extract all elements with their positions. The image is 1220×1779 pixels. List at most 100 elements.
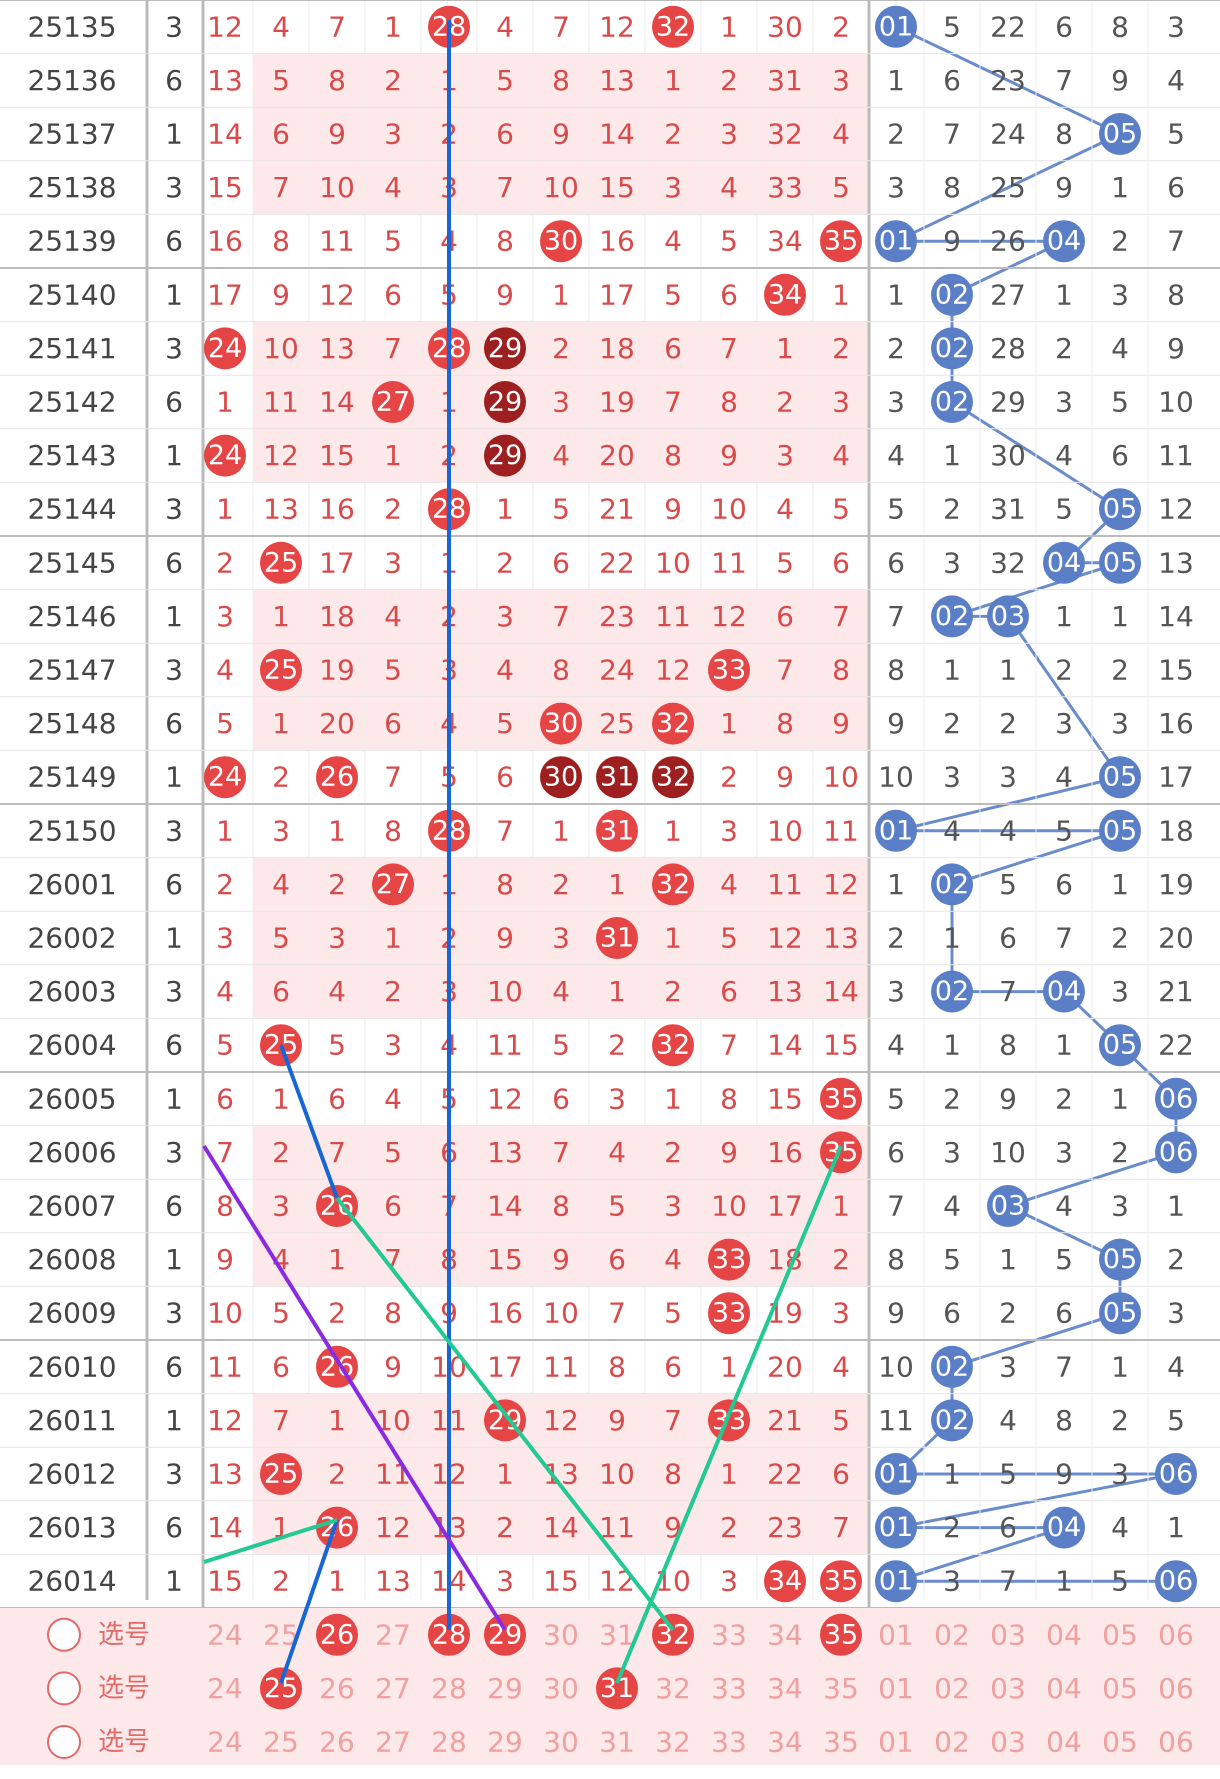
red-miss-number: 16 — [767, 1136, 803, 1169]
red-miss-number: 4 — [552, 439, 570, 472]
red-miss-number: 7 — [272, 1404, 290, 1437]
issue-number: 25145 — [27, 546, 116, 579]
red-ball-number: 27 — [376, 869, 410, 900]
issue-number: 26008 — [27, 1243, 116, 1276]
red-miss-number: 2 — [832, 10, 850, 43]
red-ball-icon — [708, 1292, 750, 1335]
red-miss-number: 12 — [207, 1404, 243, 1437]
blue-ball-number: 05 — [1103, 815, 1137, 846]
red-miss-number: 2 — [384, 493, 402, 526]
select-radio-icon[interactable] — [47, 1617, 81, 1652]
tail-number: 3 — [165, 332, 183, 365]
blue-miss-number: 7 — [1055, 64, 1073, 97]
red-miss-number: 2 — [664, 975, 682, 1008]
red-miss-number: 22 — [767, 1458, 803, 1491]
select-red-number: 34 — [767, 1726, 803, 1759]
red-miss-number: 2 — [496, 1511, 514, 1544]
red-miss-number: 11 — [543, 1350, 579, 1383]
selected-red-ball-icon[interactable] — [260, 1667, 302, 1710]
red-miss-number: 8 — [216, 1190, 234, 1223]
blue-miss-number: 8 — [1167, 278, 1185, 311]
red-miss-number: 7 — [272, 171, 290, 204]
tail-number: 1 — [165, 278, 183, 311]
red-ball-icon — [484, 1399, 526, 1442]
tail-number: 1 — [165, 1404, 183, 1437]
red-miss-number: 5 — [216, 1029, 234, 1062]
red-ball-number: 31 — [600, 923, 634, 954]
red-miss-number: 20 — [767, 1350, 803, 1383]
selected-red-ball-icon[interactable] — [652, 1613, 694, 1656]
blue-miss-number: 17 — [1158, 761, 1194, 794]
blue-ball-number: 01 — [879, 226, 913, 257]
selected-red-ball-icon[interactable] — [820, 1613, 862, 1656]
issue-number: 26011 — [27, 1404, 116, 1437]
blue-miss-number: 3 — [887, 171, 905, 204]
select-radio-icon[interactable] — [47, 1725, 81, 1759]
blue-miss-number: 8 — [1055, 1404, 1073, 1437]
red-ball-icon — [596, 756, 638, 799]
blue-ball-icon — [1043, 541, 1085, 584]
red-miss-number: 1 — [272, 1082, 290, 1115]
red-miss-number: 6 — [328, 1082, 346, 1115]
blue-miss-number: 9 — [887, 1297, 905, 1330]
blue-ball-icon — [931, 595, 973, 638]
blue-miss-number: 32 — [990, 546, 1026, 579]
red-ball-icon — [204, 327, 246, 370]
issue-number: 26013 — [27, 1511, 116, 1544]
blue-ball-number: 02 — [935, 279, 969, 310]
red-miss-number: 1 — [216, 386, 234, 419]
select-red-number: 28 — [431, 1672, 467, 1705]
red-ball-icon — [316, 1185, 358, 1227]
red-miss-number: 4 — [328, 975, 346, 1008]
red-miss-number: 15 — [207, 1565, 243, 1598]
red-ball-icon — [652, 863, 694, 906]
selected-red-ball-icon[interactable] — [484, 1613, 526, 1656]
issue-number: 25150 — [27, 814, 116, 847]
red-ball-icon — [372, 381, 414, 423]
blue-miss-number: 1 — [999, 654, 1017, 687]
red-miss-number: 2 — [272, 761, 290, 794]
blue-miss-number: 11 — [878, 1404, 914, 1437]
red-miss-number: 2 — [720, 761, 738, 794]
selected-red-ball-icon[interactable] — [316, 1613, 358, 1656]
tail-number: 6 — [165, 707, 183, 740]
selected-red-ball-icon[interactable] — [428, 1613, 470, 1656]
selected-red-ball-icon[interactable] — [596, 1667, 638, 1710]
red-ball-number: 24 — [208, 440, 242, 471]
red-miss-number: 2 — [552, 332, 570, 365]
red-miss-number: 7 — [720, 332, 738, 365]
red-miss-number: 32 — [767, 118, 803, 151]
red-miss-number: 12 — [655, 654, 691, 687]
red-miss-number: 3 — [720, 814, 738, 847]
red-ball-icon — [652, 702, 694, 745]
blue-miss-number: 7 — [1055, 922, 1073, 955]
red-miss-number: 11 — [207, 1350, 243, 1383]
blue-miss-number: 6 — [887, 546, 905, 579]
red-ball-icon — [540, 756, 582, 799]
trend-line-green — [335, 1196, 675, 1632]
red-ball-number: 35 — [824, 226, 858, 257]
blue-miss-number: 3 — [1111, 278, 1129, 311]
blue-miss-number: 4 — [1167, 1350, 1185, 1383]
red-miss-number: 6 — [776, 600, 794, 633]
red-miss-number: 5 — [384, 654, 402, 687]
blue-miss-number: 6 — [1055, 1297, 1073, 1330]
red-miss-number: 9 — [608, 1404, 626, 1437]
tail-number: 6 — [165, 1511, 183, 1544]
blue-miss-number: 2 — [1055, 654, 1073, 687]
blue-ball-icon — [1099, 113, 1141, 155]
select-radio-icon[interactable] — [47, 1671, 81, 1706]
red-miss-number: 1 — [328, 814, 346, 847]
blue-miss-number: 6 — [1055, 868, 1073, 901]
red-miss-number: 7 — [496, 171, 514, 204]
red-miss-number: 12 — [823, 868, 859, 901]
blue-ball-icon — [987, 1185, 1029, 1227]
red-ball-number: 35 — [824, 1137, 858, 1168]
red-miss-number: 7 — [720, 1029, 738, 1062]
blue-ball-number: 02 — [935, 1351, 969, 1382]
red-miss-number: 6 — [384, 1190, 402, 1223]
blue-ball-number: 04 — [1047, 976, 1081, 1007]
select-red-number: 29 — [487, 1672, 523, 1705]
blue-miss-number: 2 — [887, 922, 905, 955]
red-miss-number: 7 — [552, 10, 570, 43]
